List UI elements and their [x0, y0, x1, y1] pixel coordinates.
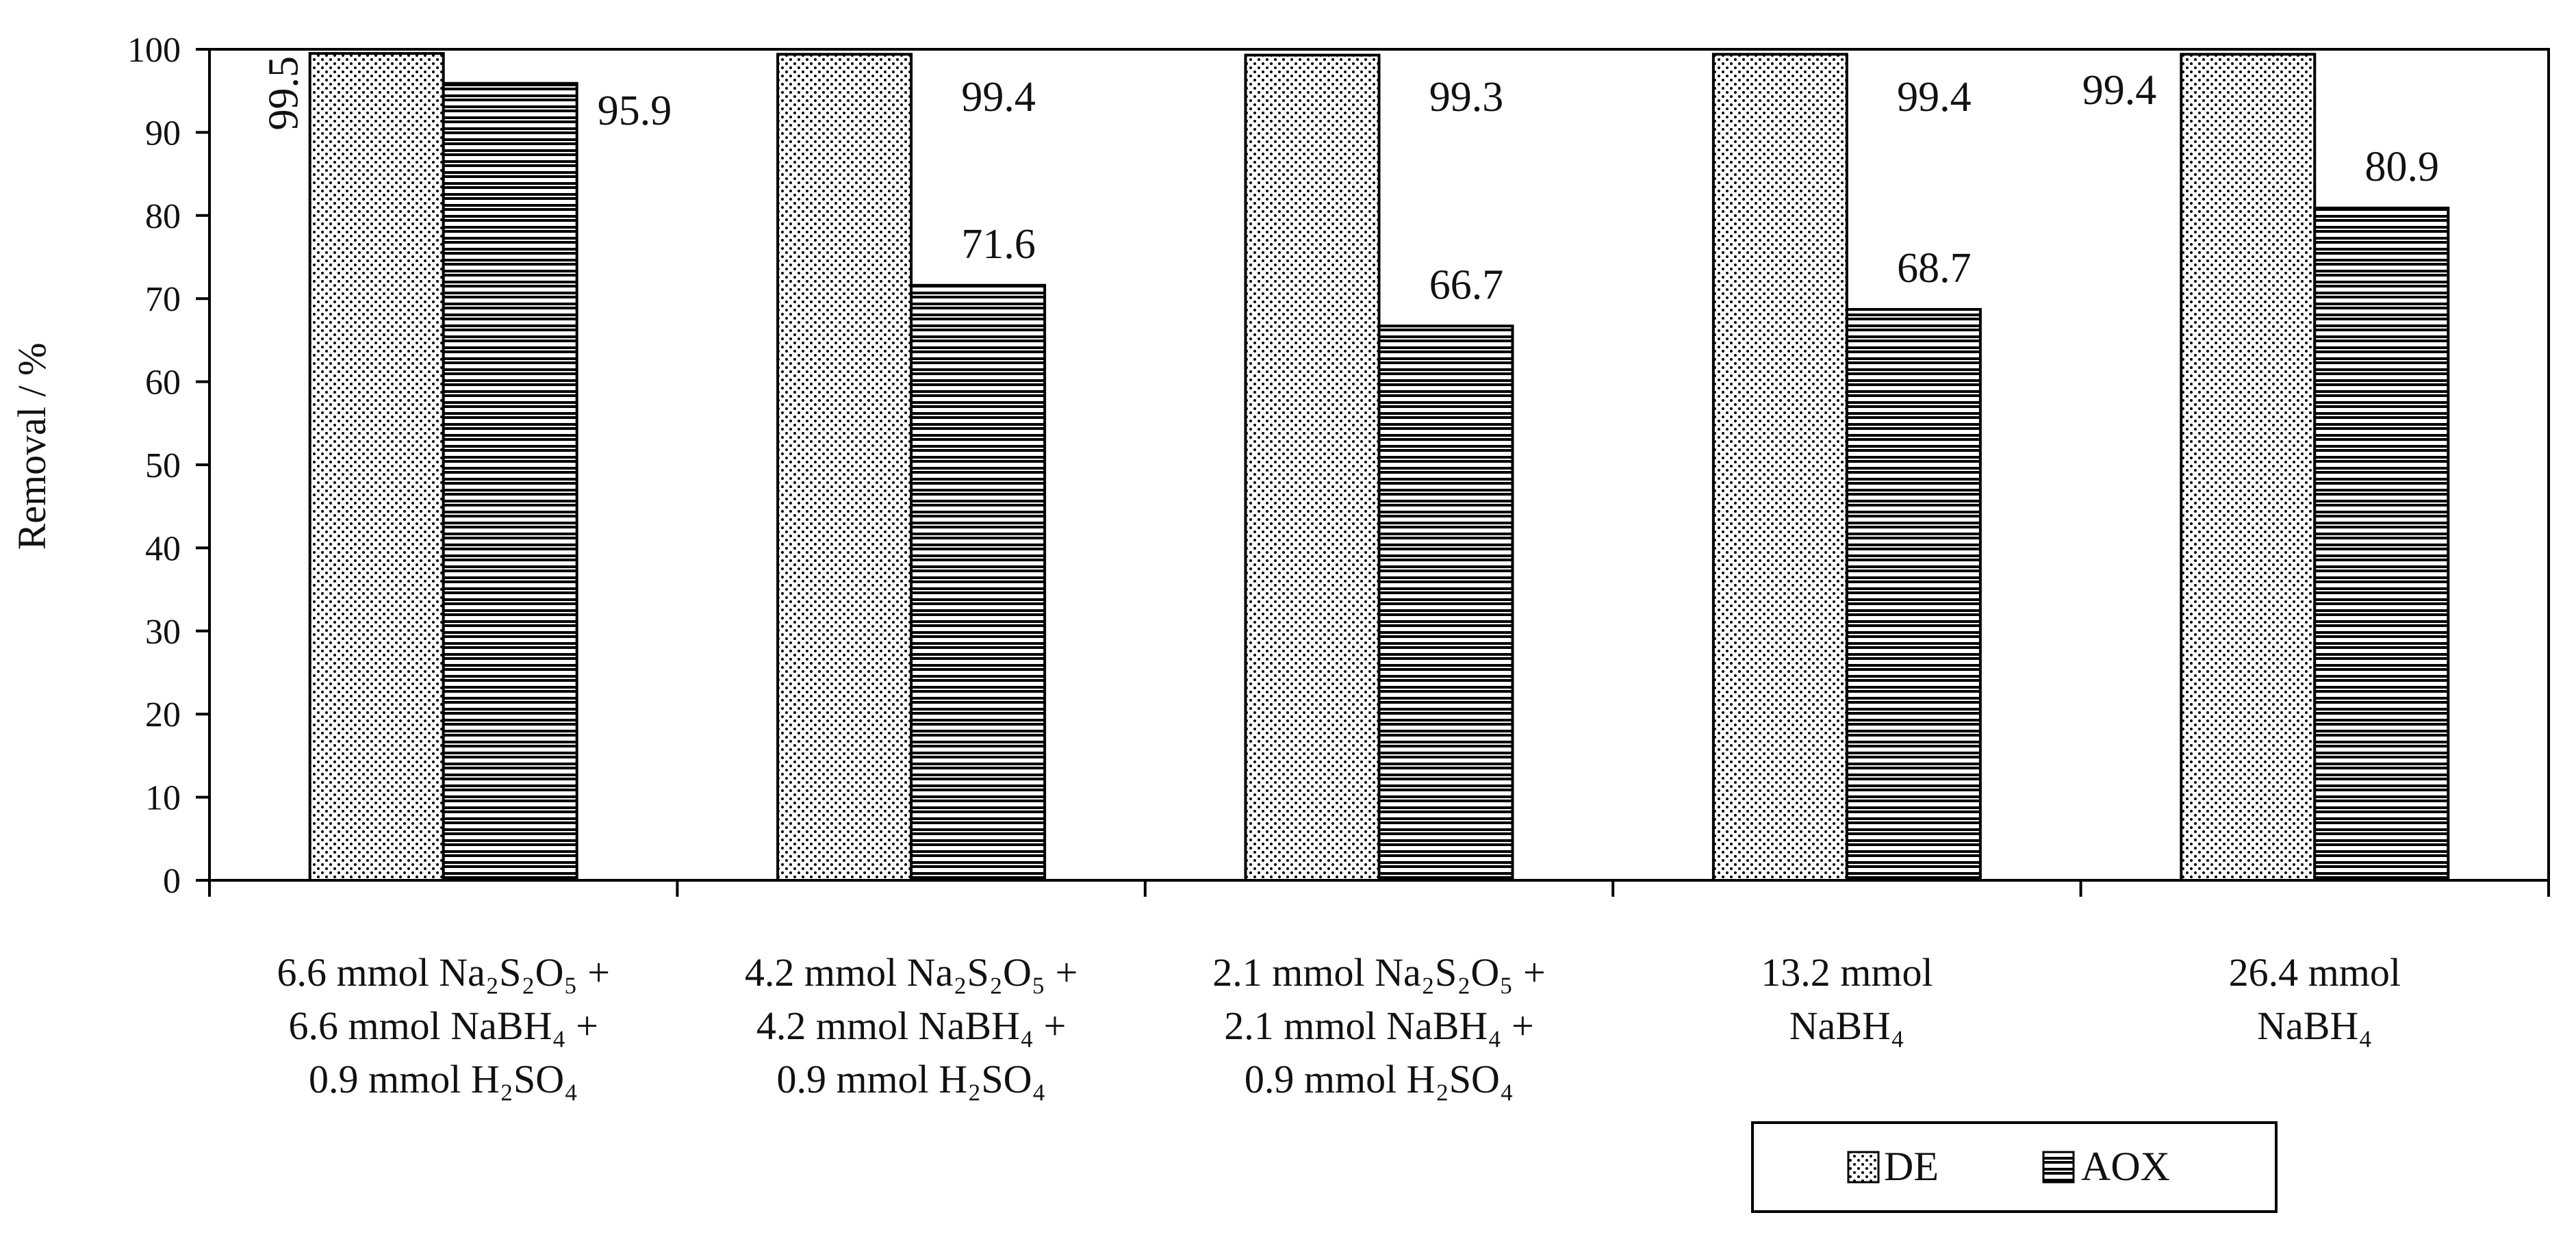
category-label-line: 13.2 mmol — [1761, 950, 1933, 995]
category-label-line: 4.2 mmol NaBH₄ + — [756, 1004, 1066, 1048]
bar-de — [308, 52, 445, 882]
bar-de — [1244, 53, 1381, 882]
legend-label-aox: AOX — [2081, 1144, 2170, 1189]
data-label-aox: 66.7 — [1429, 261, 1504, 308]
category-label-line: NaBH₄ — [1789, 1004, 1904, 1048]
category-label-line: 6.6 mmol Na₂S₂O₅ + — [277, 950, 610, 995]
category-label-line: NaBH₄ — [2257, 1004, 2372, 1048]
bar-aox — [442, 81, 578, 882]
data-label-aox: 80.9 — [2365, 144, 2440, 190]
category-label-line: 0.9 mmol H₂SO₄ — [776, 1057, 1045, 1101]
bars — [308, 52, 2450, 882]
data-label-de: 99.4 — [961, 74, 1036, 120]
category-label-line: 26.4 mmol — [2229, 950, 2401, 995]
bar-de — [1711, 53, 1848, 882]
category-label: 6.6 mmol Na₂S₂O₅ + 6.6 mmol NaBH₄ + 0.9 mm… — [277, 950, 610, 1101]
bar-aox — [910, 283, 1047, 882]
y-tick-label: 10 — [145, 779, 181, 818]
legend-item-de: DE — [1847, 1144, 1939, 1189]
data-labels: 99.5 95.9 99.4 71.6 99.3 66.7 99.4 68.7 99.4 80.9 — [261, 56, 2439, 308]
y-tick-label: 80 — [145, 197, 181, 236]
bar-aox — [2313, 206, 2450, 882]
y-tick-label: 70 — [145, 280, 181, 319]
y-tick-label: 40 — [145, 529, 181, 568]
category-label-line: 2.1 mmol Na₂S₂O₅ + — [1212, 950, 1546, 995]
legend-swatch-aox — [2042, 1151, 2075, 1184]
bar-de — [2180, 53, 2317, 882]
data-label-aox: 68.7 — [1897, 245, 1972, 292]
legend-item-aox: AOX — [2042, 1144, 2170, 1189]
category-label: 13.2 mmol NaBH₄ — [1761, 950, 1933, 1048]
data-label-aox: 95.9 — [598, 88, 672, 134]
y-tick-label: 60 — [145, 363, 181, 403]
category-label-line: 6.6 mmol NaBH₄ + — [288, 1004, 598, 1048]
data-label-de: 99.4 — [1897, 74, 1972, 120]
legend-swatch-de — [1847, 1151, 1880, 1184]
y-tick-label: 0 — [163, 862, 181, 901]
y-tick-label: 30 — [145, 613, 181, 652]
y-axis-title: Removal / % — [10, 343, 54, 550]
y-tick-label: 100 — [127, 31, 181, 70]
category-label: 2.1 mmol Na₂S₂O₅ + 2.1 mmol NaBH₄ + 0.9 mm… — [1212, 950, 1546, 1101]
y-tick-label: 50 — [145, 446, 181, 485]
x-axis — [208, 880, 2550, 897]
y-tick-label: 20 — [145, 695, 181, 734]
category-label: 4.2 mmol Na₂S₂O₅ + 4.2 mmol NaBH₄ + 0.9 mm… — [745, 950, 1078, 1101]
bar-aox — [1845, 307, 1982, 882]
data-label-de: 99.4 — [2082, 67, 2157, 114]
category-label-line: 0.9 mmol H₂SO₄ — [309, 1057, 578, 1101]
y-tick-label: 90 — [145, 114, 181, 153]
category-label-line: 4.2 mmol Na₂S₂O₅ + — [745, 950, 1078, 995]
legend-label-de: DE — [1884, 1144, 1939, 1189]
category-labels: 6.6 mmol Na₂S₂O₅ + 6.6 mmol NaBH₄ + 0.9 mm… — [277, 950, 2401, 1101]
data-label-aox: 71.6 — [961, 221, 1036, 268]
bar-aox — [1377, 324, 1514, 882]
data-label-de: 99.3 — [1429, 74, 1504, 120]
bar-de — [776, 53, 913, 882]
category-label-line: 2.1 mmol NaBH₄ + — [1224, 1004, 1533, 1048]
category-label: 26.4 mmol NaBH₄ — [2229, 950, 2401, 1048]
data-label-de: 99.5 — [261, 56, 307, 131]
legend: DE AOX — [1751, 1121, 2278, 1213]
category-label-line: 0.9 mmol H₂SO₄ — [1245, 1057, 1514, 1101]
